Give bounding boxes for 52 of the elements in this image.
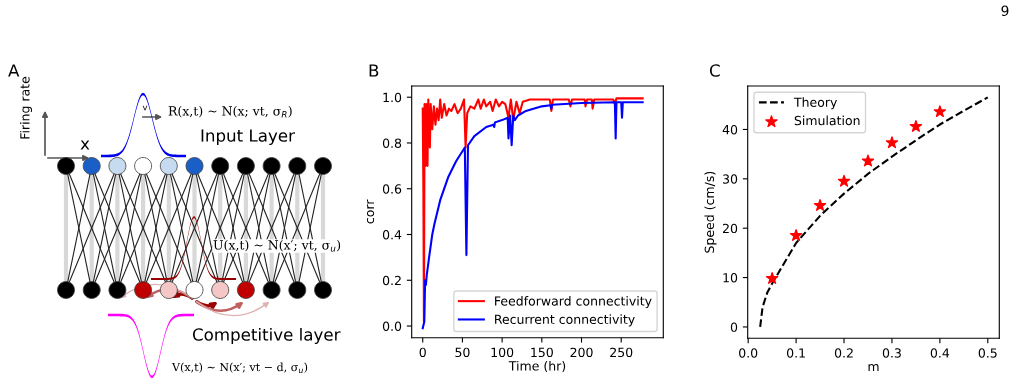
y-tick-label: 0 [730, 322, 738, 332]
text: U(x,t) ∼ N(x′; vt, σ$_{u}$) [213, 239, 341, 252]
point [789, 229, 803, 241]
y-tick-label: 0.6 [382, 184, 402, 194]
point [837, 174, 851, 187]
x-axis-title: m [868, 364, 879, 372]
text: Input Layer [201, 129, 295, 146]
text: Competitive layer [192, 327, 341, 345]
x-tick-label: 100 [491, 347, 514, 358]
x-tick-label: 0.2 [834, 348, 853, 358]
point [909, 119, 923, 132]
point [933, 105, 947, 118]
y-tick-label: 10 [723, 273, 738, 283]
x-tick-label: 0.3 [882, 348, 901, 358]
y-tick-label: 30 [723, 174, 738, 184]
legend-label: Feedforward connectivity [495, 296, 652, 309]
point [813, 198, 827, 211]
y-tick-label: 0.4 [382, 229, 402, 240]
y-axis-title: Speed (cm/s) [704, 171, 717, 253]
x-tick-label: 50 [455, 347, 470, 358]
point [885, 136, 899, 149]
legend-label: Recurrent connectivity [495, 314, 635, 327]
text: x [80, 140, 90, 150]
text: V(x,t) ∼ N(x′; vt − d, σ$_{u}$) [171, 362, 308, 373]
y-tick-label: 1.0 [383, 92, 402, 103]
y-tick-label: 0.8 [382, 138, 402, 148]
y-axis-title: corr [366, 199, 375, 224]
point [861, 154, 875, 167]
x-tick-label: 150 [531, 347, 553, 358]
x-tick-label: 0.4 [930, 348, 950, 358]
line-series [759, 96, 989, 328]
y-tick-label: 40 [722, 124, 738, 135]
x-tick-label: 0.0 [739, 348, 758, 358]
y-tick-label: 0.2 [382, 275, 401, 286]
x-tick-label: 0.1 [786, 348, 805, 358]
text: Firing rate [19, 76, 33, 139]
x-tick-label: 0.5 [978, 348, 997, 358]
x-axis-title: Time (hr) [508, 360, 566, 373]
point [765, 272, 779, 284]
chart-title: C [709, 64, 720, 77]
text: 9 [1001, 5, 1009, 17]
legend-label: Simulation [794, 115, 860, 126]
x-tick-label: 200 [570, 347, 593, 358]
text: A [8, 64, 20, 77]
chart-title: B [369, 64, 379, 77]
x-tick-label: 250 [610, 347, 633, 358]
text: v [142, 105, 148, 111]
y-tick-label: 0.0 [382, 321, 402, 331]
legend-label: Theory [793, 97, 838, 110]
x-tick-label: 0 [419, 347, 426, 358]
text: R(x,t) ∼ N(x; vt, σ$_{R}$) [168, 105, 292, 118]
y-tick-label: 20 [722, 223, 738, 234]
